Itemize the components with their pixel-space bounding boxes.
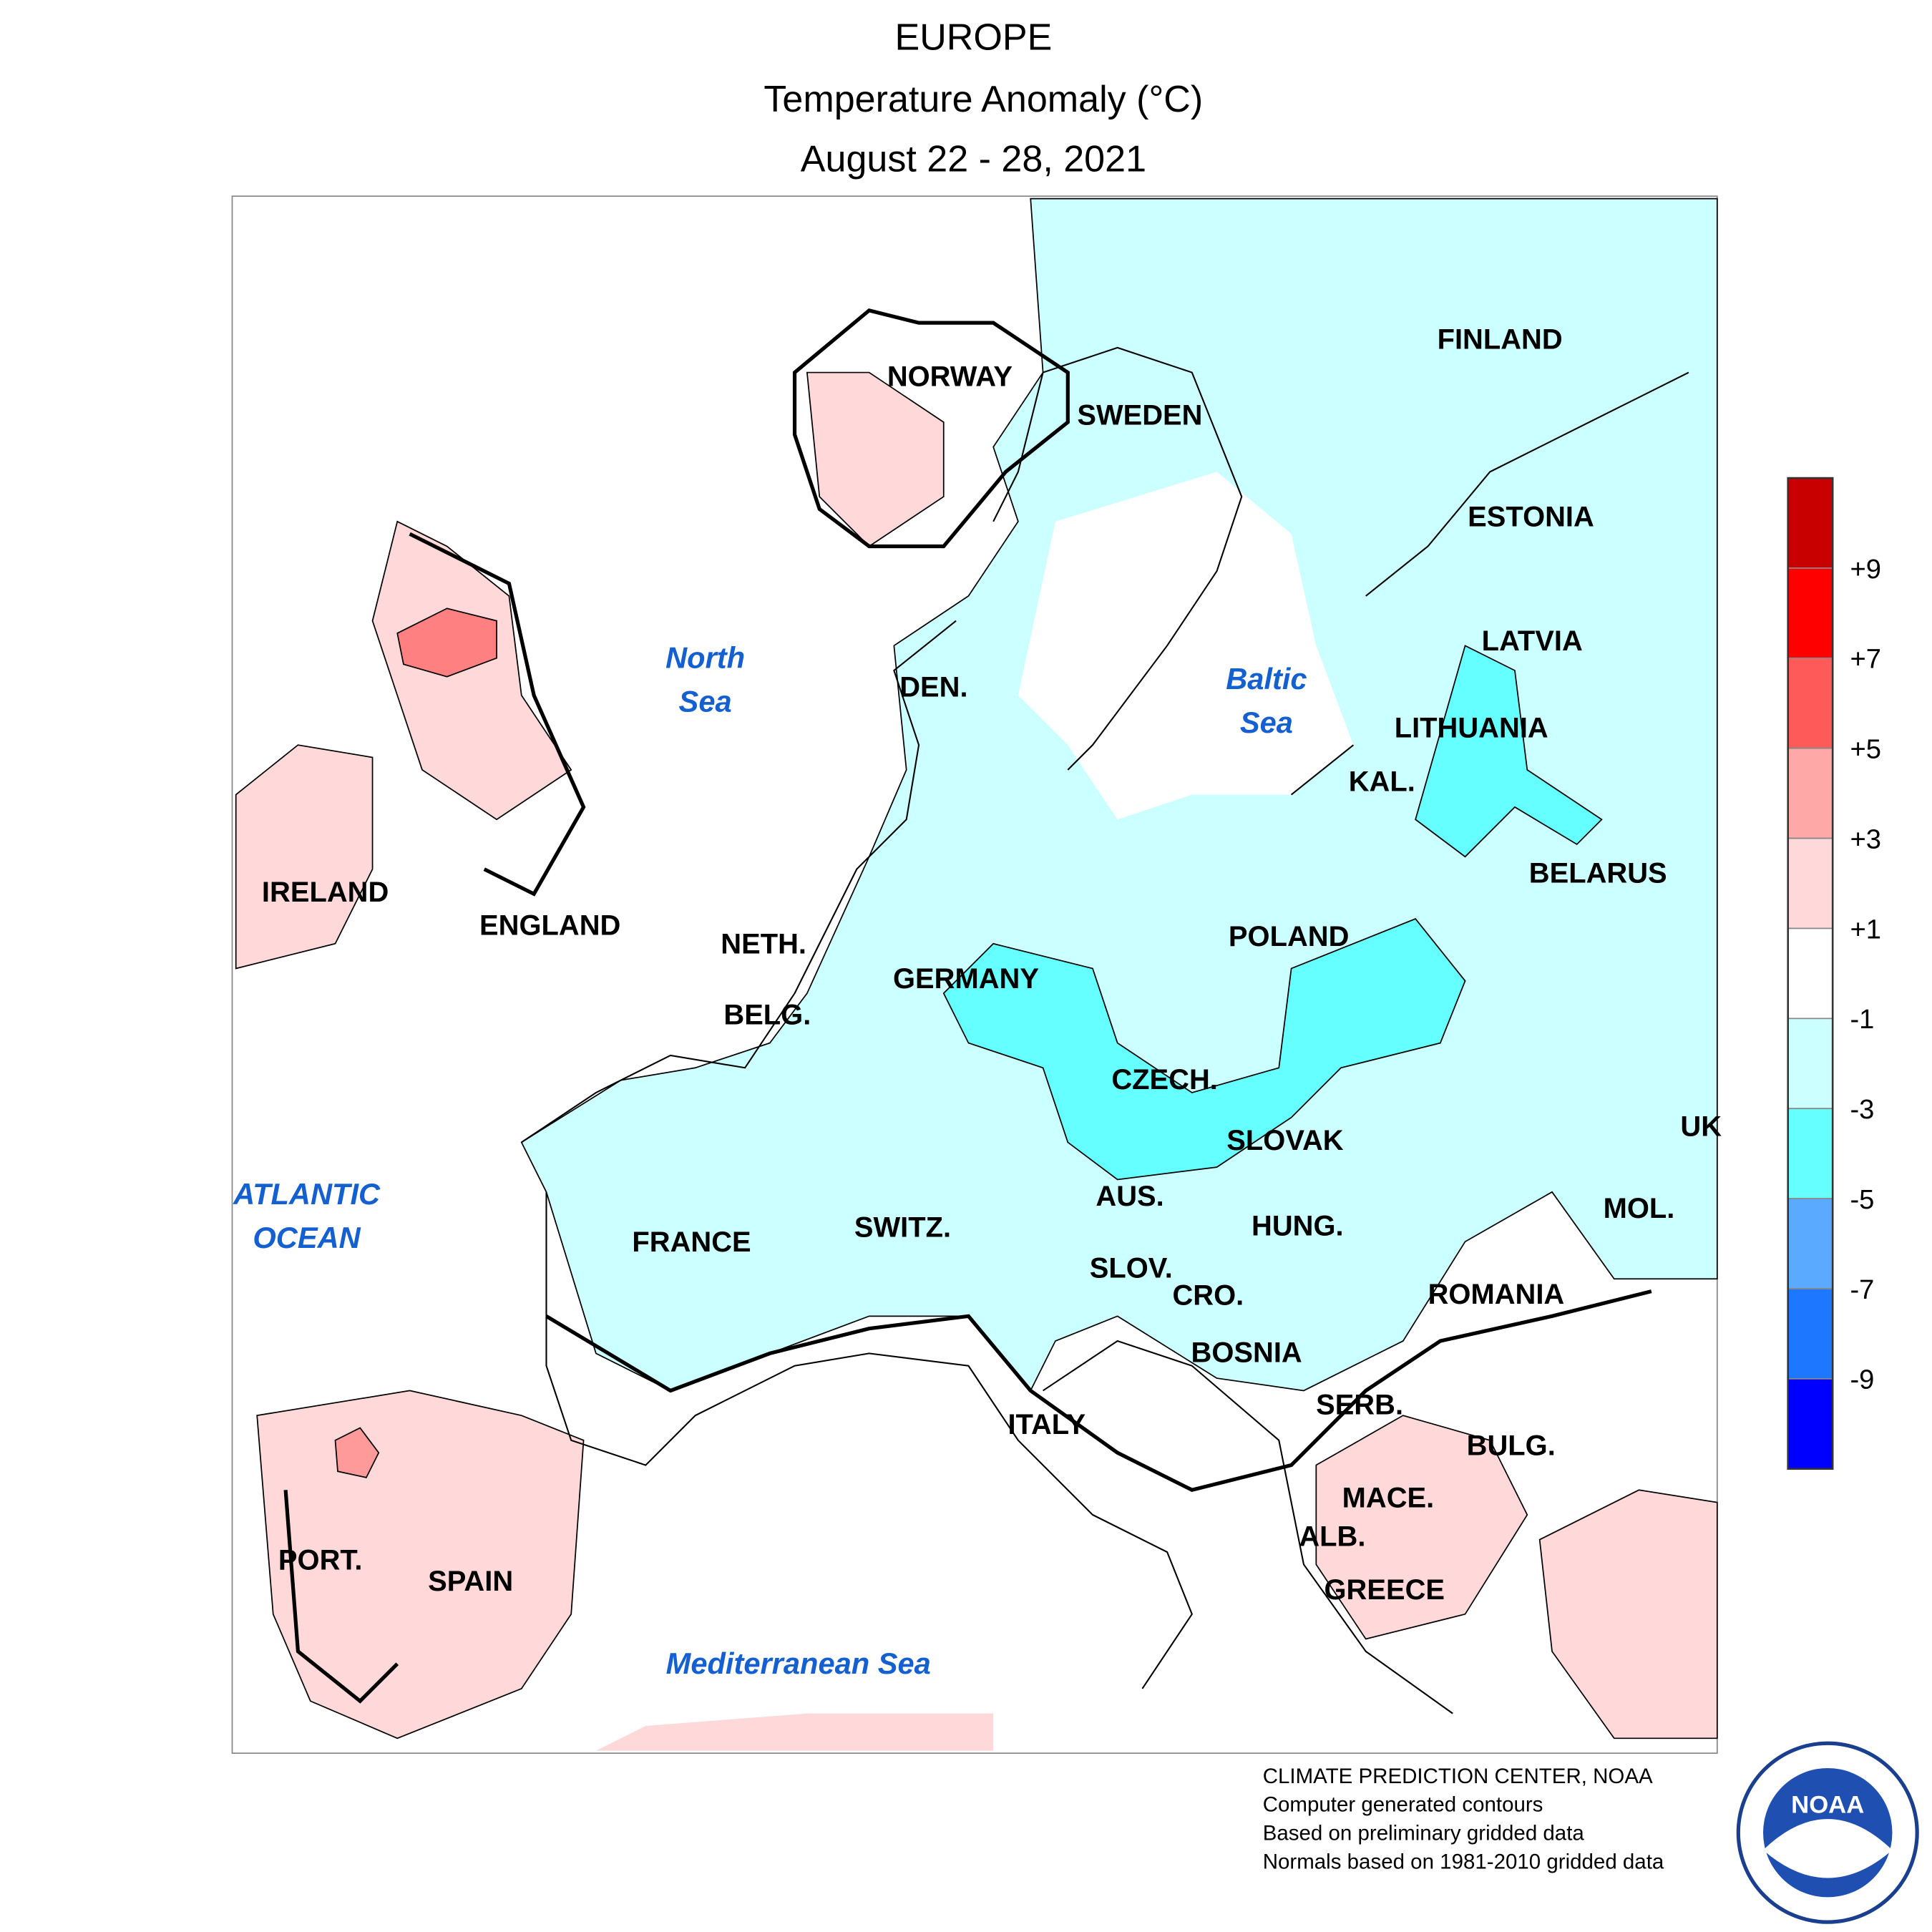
legend-tick-label: -1 bbox=[1850, 1004, 1874, 1035]
country-label: SWITZ. bbox=[854, 1211, 951, 1243]
country-label: KAL. bbox=[1349, 766, 1415, 797]
legend-swatch bbox=[1787, 1198, 1834, 1289]
footer-line: Normals based on 1981-2010 gridded data bbox=[1263, 1850, 1664, 1874]
map bbox=[231, 195, 1718, 1754]
country-label: FRANCE bbox=[632, 1226, 751, 1258]
footer-line: Computer generated contours bbox=[1263, 1793, 1543, 1817]
legend-tick-label: +1 bbox=[1850, 914, 1881, 945]
legend-swatch bbox=[1787, 747, 1834, 839]
contour bbox=[545, 1289, 1652, 1493]
country-label: CZECH. bbox=[1111, 1064, 1218, 1096]
country-labels: NORWAY SWEDEN FINLAND ESTONIA LATVIA LIT… bbox=[262, 324, 1722, 1606]
legend-swatch bbox=[1787, 657, 1834, 749]
country-label: LITHUANIA bbox=[1395, 713, 1548, 744]
country-label: NETH. bbox=[721, 929, 806, 960]
country-label: GREECE bbox=[1324, 1574, 1445, 1606]
warm-region bbox=[256, 1390, 585, 1740]
country-label: BELG. bbox=[723, 1000, 811, 1031]
legend-tick-label: -7 bbox=[1850, 1274, 1874, 1305]
legend-swatch bbox=[1787, 477, 1834, 569]
country-label: ALB. bbox=[1299, 1521, 1365, 1552]
footer: CLIMATE PREDICTION CENTER, NOAA Computer… bbox=[1263, 1765, 1664, 1874]
country-label: FINLAND bbox=[1438, 324, 1563, 356]
logo-gull bbox=[1763, 1819, 1893, 1878]
country-label: IRELAND bbox=[262, 877, 389, 908]
country-label: SWEDEN bbox=[1077, 399, 1202, 431]
country-label: AUS. bbox=[1096, 1181, 1163, 1212]
legend-swatch bbox=[1787, 1378, 1834, 1470]
legend: +9 +7 +5 +3 +1 -1 -3 -5 -7 -9 bbox=[1787, 477, 1881, 1470]
legend-tick-label: -9 bbox=[1850, 1365, 1874, 1395]
footer-line: Based on preliminary gridded data bbox=[1263, 1822, 1585, 1845]
country-label: ITALY bbox=[1008, 1409, 1085, 1440]
logo-text: NOAA bbox=[1791, 1791, 1864, 1818]
sea-label: Mediterranean Sea bbox=[666, 1646, 931, 1680]
country-label: ESTONIA bbox=[1468, 502, 1594, 533]
contour bbox=[792, 308, 1070, 549]
warm-region bbox=[806, 371, 945, 547]
country-label: SERB. bbox=[1316, 1389, 1403, 1420]
country-label: MACE. bbox=[1342, 1483, 1435, 1514]
country-label: SLOVAK bbox=[1226, 1125, 1344, 1156]
country-label: SPAIN bbox=[428, 1566, 513, 1597]
country-label: ROMANIA bbox=[1428, 1279, 1565, 1310]
legend-border bbox=[1787, 477, 1834, 1470]
cold-region bbox=[1415, 645, 1603, 858]
sea-label: OCEAN bbox=[253, 1221, 361, 1254]
cold-region bbox=[942, 918, 1466, 1181]
sea-label: North bbox=[665, 641, 745, 675]
country-label: CRO. bbox=[1172, 1280, 1244, 1312]
country-label: MOL. bbox=[1604, 1193, 1675, 1224]
legend-swatch bbox=[1787, 1018, 1834, 1110]
legend-tick-label: -5 bbox=[1850, 1184, 1874, 1215]
title: EUROPE Temperature Anomaly (°C) August 2… bbox=[763, 16, 1203, 180]
legend-tick-label: -3 bbox=[1850, 1094, 1874, 1125]
country-label: DEN. bbox=[899, 671, 967, 703]
legend-tick-label: +3 bbox=[1850, 824, 1881, 854]
contour bbox=[409, 532, 586, 897]
country-label: ENGLAND bbox=[479, 910, 620, 942]
title-line: August 22 - 28, 2021 bbox=[801, 138, 1146, 180]
noaa-logo: NOAA bbox=[1736, 1741, 1919, 1924]
title-line: EUROPE bbox=[895, 16, 1053, 58]
sea-labels: North Sea Baltic Sea ATLANTIC OCEAN Medi… bbox=[233, 641, 1307, 1681]
legend-swatch bbox=[1787, 837, 1834, 930]
hot-spot bbox=[334, 1427, 380, 1478]
legend-swatch bbox=[1787, 1108, 1834, 1199]
legend-tick-label: +7 bbox=[1850, 644, 1881, 675]
sea-label: ATLANTIC bbox=[233, 1177, 381, 1211]
legend-swatch bbox=[1787, 567, 1834, 659]
title-line: Temperature Anomaly (°C) bbox=[763, 79, 1203, 120]
warm-region bbox=[1538, 1489, 1718, 1740]
country-label: NORWAY bbox=[887, 361, 1013, 393]
sea-label: Sea bbox=[679, 684, 732, 718]
legend-swatch bbox=[1787, 927, 1834, 1020]
sea-label: Sea bbox=[1240, 706, 1293, 739]
sea-label: Baltic bbox=[1226, 662, 1307, 696]
warm-region bbox=[595, 1713, 994, 1751]
country-label: LATVIA bbox=[1482, 625, 1583, 657]
legend-tick-label: +9 bbox=[1850, 554, 1881, 585]
coastline bbox=[521, 346, 1689, 1714]
country-label: SLOV. bbox=[1090, 1253, 1173, 1284]
country-label: PORT. bbox=[278, 1544, 363, 1576]
legend-tick-label: +5 bbox=[1850, 734, 1881, 765]
contour bbox=[283, 1490, 399, 1704]
hot-spot bbox=[396, 608, 497, 678]
country-label: BULG. bbox=[1467, 1430, 1556, 1462]
warm-region bbox=[371, 520, 572, 821]
country-label: HUNG. bbox=[1252, 1211, 1344, 1242]
country-label: BOSNIA bbox=[1191, 1337, 1302, 1369]
country-label: UK bbox=[1680, 1111, 1722, 1143]
legend-swatch bbox=[1787, 1288, 1834, 1380]
country-label: GERMANY bbox=[893, 963, 1039, 995]
country-label: POLAND bbox=[1229, 921, 1350, 952]
warm-region bbox=[1315, 1415, 1528, 1640]
footer-line: CLIMATE PREDICTION CENTER, NOAA bbox=[1263, 1765, 1653, 1788]
country-label: BELARUS bbox=[1529, 858, 1667, 889]
warm-region bbox=[235, 744, 374, 970]
